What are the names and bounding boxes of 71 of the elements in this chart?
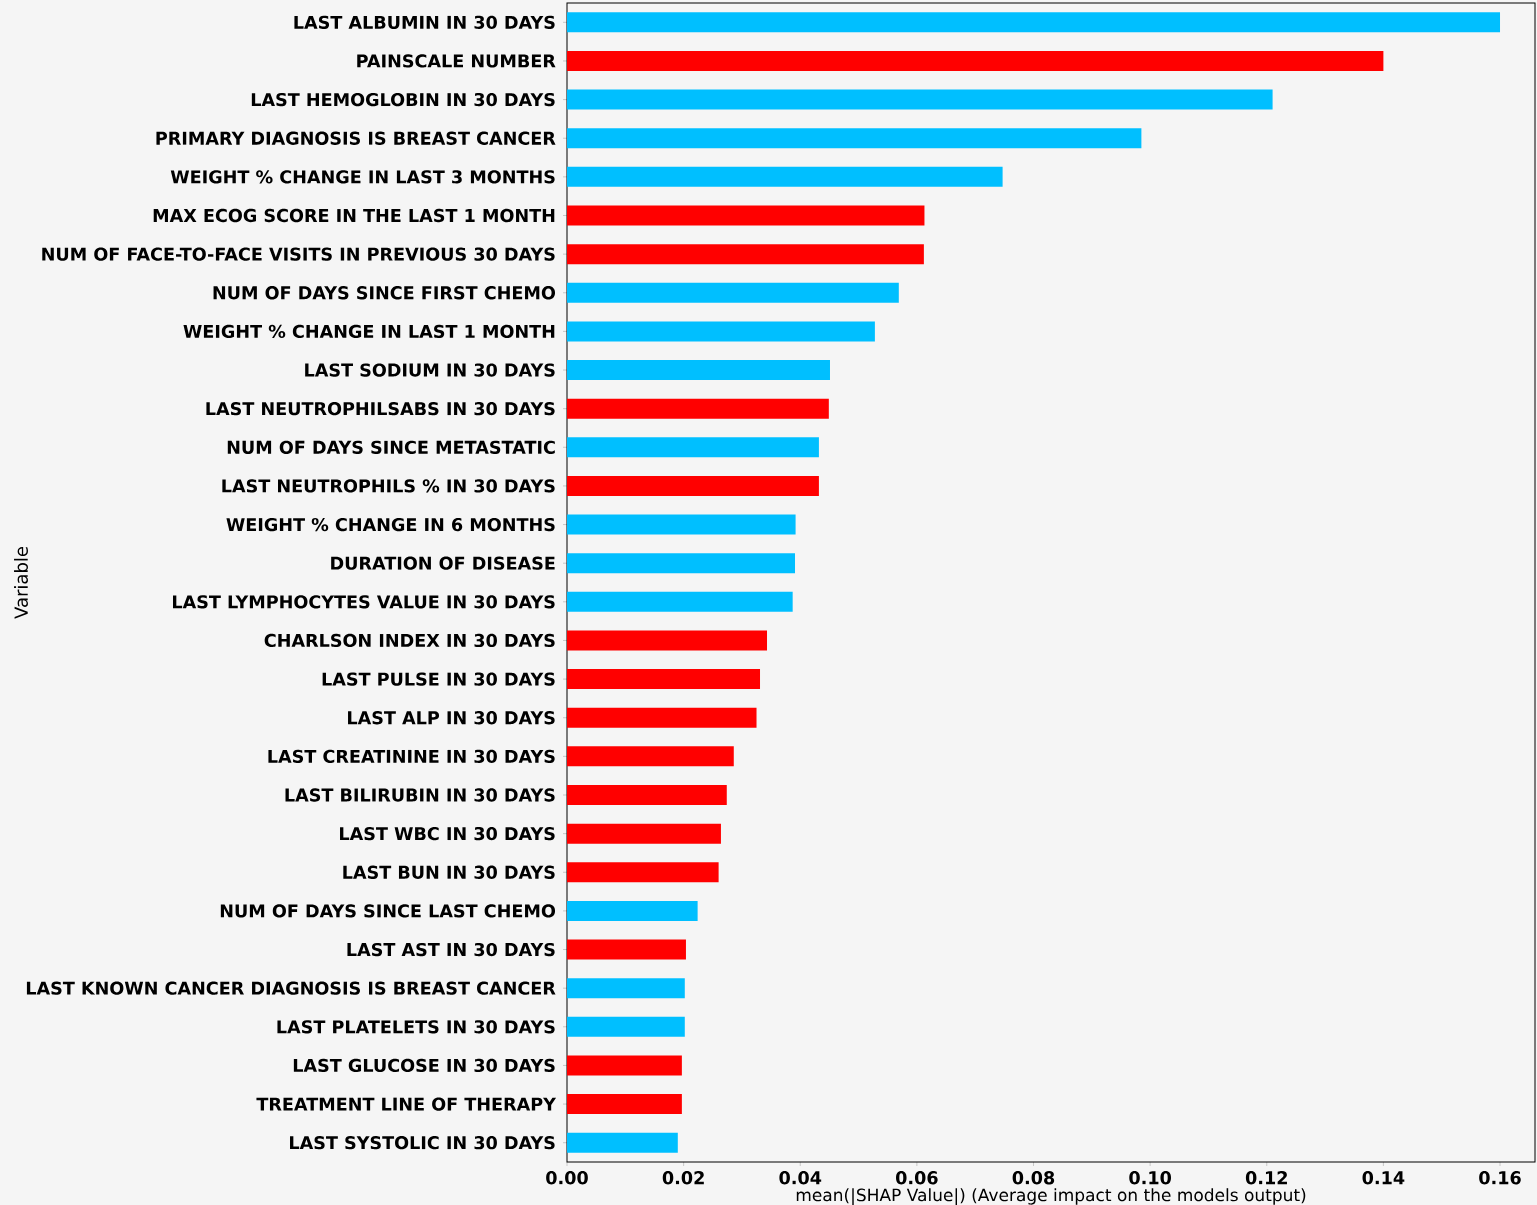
y-tick-label: LAST AST IN 30 DAYS bbox=[347, 942, 555, 957]
x-tick-label: 0.16 bbox=[1479, 1171, 1521, 1185]
bar bbox=[567, 166, 1003, 187]
x-tick-label: 0.14 bbox=[1362, 1171, 1405, 1185]
bar bbox=[567, 591, 793, 612]
bar bbox=[567, 1094, 682, 1115]
bar bbox=[567, 553, 796, 574]
bar bbox=[567, 978, 685, 999]
bar bbox=[567, 939, 686, 960]
x-tick-label: 0.08 bbox=[1012, 1171, 1055, 1185]
y-tick-label: LAST KNOWN CANCER DIAGNOSIS IS BREAST CANCER bbox=[26, 981, 556, 995]
x-tick-label: 0.02 bbox=[662, 1171, 704, 1185]
bar bbox=[567, 630, 768, 651]
y-tick-label: NUM OF DAYS SINCE METASTATIC bbox=[227, 440, 555, 454]
bar bbox=[567, 360, 830, 381]
y-tick-label: LAST NEUTROPHILSABS IN 30 DAYS bbox=[206, 402, 555, 416]
bar bbox=[567, 12, 1501, 33]
y-tick-label: DURATION OF DISEASE bbox=[331, 556, 555, 570]
y-tick-label: WEIGHT % CHANGE IN 6 MONTHS bbox=[226, 517, 555, 532]
bar bbox=[567, 669, 761, 690]
bar bbox=[567, 823, 721, 844]
y-tick-label: WEIGHT % CHANGE IN LAST 3 MONTHS bbox=[170, 170, 555, 184]
y-tick-label: LAST ALBUMIN IN 30 DAYS bbox=[294, 15, 555, 29]
bar bbox=[567, 205, 925, 226]
x-tick-label: 0.06 bbox=[896, 1171, 938, 1185]
x-tick-label: 0.00 bbox=[546, 1171, 588, 1185]
bar bbox=[567, 514, 796, 535]
bar bbox=[567, 784, 727, 805]
y-tick-label: NUM OF FACE-TO-FACE VISITS IN PREVIOUS 30 DAYS bbox=[42, 247, 555, 261]
y-tick-label: TREATMENT LINE OF THERAPY bbox=[256, 1097, 557, 1111]
y-tick-label: MAX ECOG SCORE IN THE LAST 1 MONTH bbox=[153, 208, 555, 223]
y-tick-label: LAST SYSTOLIC IN 30 DAYS bbox=[290, 1136, 555, 1150]
y-tick-label: LAST ALP IN 30 DAYS bbox=[348, 711, 555, 725]
y-tick-label: LAST SODIUM IN 30 DAYS bbox=[305, 363, 555, 377]
bar bbox=[567, 321, 875, 342]
x-tick-label: 0.12 bbox=[1245, 1171, 1287, 1185]
bar bbox=[567, 128, 1142, 149]
bar bbox=[567, 89, 1273, 110]
bar bbox=[567, 244, 924, 265]
bar bbox=[567, 398, 829, 419]
y-tick-label: LAST PULSE IN 30 DAYS bbox=[322, 672, 555, 686]
bar bbox=[567, 475, 819, 496]
y-tick-label: LAST HEMOGLOBIN IN 30 DAYS bbox=[251, 92, 555, 107]
bar bbox=[567, 1016, 685, 1037]
y-tick-label: LAST WBC IN 30 DAYS bbox=[340, 826, 555, 841]
y-tick-label: WEIGHT % CHANGE IN LAST 1 MONTH bbox=[183, 324, 555, 339]
y-tick-label: PRIMARY DIAGNOSIS IS BREAST CANCER bbox=[156, 131, 556, 145]
bar bbox=[567, 1132, 678, 1153]
x-tick-label: 0.04 bbox=[779, 1171, 822, 1185]
y-tick-label: NUM OF DAYS SINCE FIRST CHEMO bbox=[213, 286, 556, 300]
y-tick-label: LAST LYMPHOCYTES VALUE IN 30 DAYS bbox=[173, 595, 555, 609]
bar bbox=[567, 282, 899, 303]
x-axis-title: mean(|SHAP Value|) (Average impact on the models output) bbox=[796, 1188, 1306, 1205]
bar bbox=[567, 1055, 682, 1076]
bar bbox=[567, 746, 734, 767]
bar bbox=[567, 437, 819, 458]
y-tick-label: LAST GLUCOSE IN 30 DAYS bbox=[293, 1058, 555, 1073]
x-tick-label: 0.10 bbox=[1129, 1171, 1171, 1185]
y-tick-label: PAINSCALE NUMBER bbox=[357, 54, 556, 68]
y-axis-title: Variable bbox=[14, 546, 28, 619]
y-tick-label: LAST CREATININE IN 30 DAYS bbox=[268, 749, 555, 764]
y-tick-label: LAST BILIRUBIN IN 30 DAYS bbox=[285, 788, 555, 802]
y-tick-label: NUM OF DAYS SINCE LAST CHEMO bbox=[220, 904, 556, 918]
bar bbox=[567, 707, 757, 728]
bar bbox=[567, 862, 719, 883]
bar bbox=[567, 50, 1384, 71]
y-tick-label: CHARLSON INDEX IN 30 DAYS bbox=[264, 633, 555, 648]
y-tick-label: LAST BUN IN 30 DAYS bbox=[343, 865, 555, 879]
bar bbox=[567, 900, 698, 921]
y-tick-label: LAST PLATELETS IN 30 DAYS bbox=[277, 1020, 555, 1034]
y-tick-label: LAST NEUTROPHILS % IN 30 DAYS bbox=[222, 479, 555, 493]
